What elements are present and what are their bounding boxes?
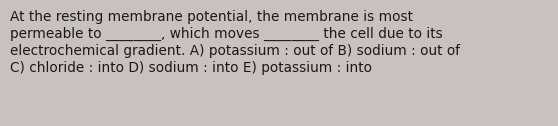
Text: At the resting membrane potential, the membrane is most: At the resting membrane potential, the m… — [10, 10, 413, 24]
Text: electrochemical gradient. A) potassium : out of B) sodium : out of: electrochemical gradient. A) potassium :… — [10, 44, 460, 58]
Text: C) chloride : into D) sodium : into E) potassium : into: C) chloride : into D) sodium : into E) p… — [10, 61, 372, 75]
Text: permeable to ________, which moves ________ the cell due to its: permeable to ________, which moves _____… — [10, 27, 442, 41]
